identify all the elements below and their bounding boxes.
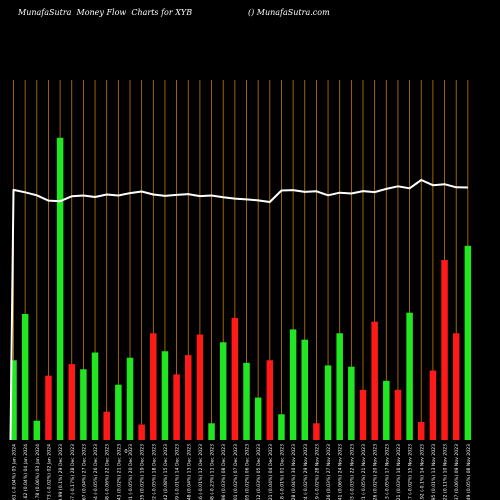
x-tick-label: 249.18 (-0.01%) 01 Dec 2023 xyxy=(279,444,285,500)
x-tick-label: 249.21 (0.03%) 16 Nov 2023 xyxy=(396,444,402,500)
money-flow-bar xyxy=(266,360,274,440)
chart-header: MunafaSutra Money Flow Charts for XYB ()… xyxy=(0,8,500,22)
x-tick-label: 249.26 (0.02%) 20 Nov 2023 xyxy=(373,444,379,500)
money-flow-bar xyxy=(21,313,29,440)
x-tick-label: 249.39 (-0.01%) 14 Dec 2023 xyxy=(175,444,181,500)
money-flow-bar xyxy=(231,317,239,440)
x-tick-label: 249.21 (0.04%) 04 Dec 2023 xyxy=(268,444,274,500)
money-flow-bar xyxy=(418,421,425,440)
bars-layer xyxy=(10,137,472,441)
x-tick-label: 249.73 (-0.02%) 02 Jan 2024 xyxy=(46,444,52,500)
x-tick-label: 248.92 (-0.1%) 14 Nov 2023 xyxy=(419,444,425,500)
money-flow-bar xyxy=(324,365,332,440)
x-tick-label: 248.88 (-0.23%) 11 Dec 2023 xyxy=(210,444,216,500)
x-tick-label: 249.01 (0.02%) 07 Dec 2023 xyxy=(233,444,239,500)
money-flow-bar xyxy=(336,333,343,440)
money-flow-bar xyxy=(289,329,297,440)
money-flow-bar xyxy=(173,374,180,440)
money-flow-bar xyxy=(301,339,308,440)
x-tick-label: 249.67 (0.04%) 27 Dec 2023 xyxy=(81,444,87,500)
money-flow-bar xyxy=(254,397,262,440)
x-tick-label: 249.31 (-0.05%) 20 Dec 2023 xyxy=(128,444,134,500)
x-tick-label: 249.38 (-0.06%) 22 Dec 2023 xyxy=(105,444,111,500)
money-flow-bar xyxy=(208,423,215,440)
money-flow-bar xyxy=(359,389,367,440)
money-flow-bar xyxy=(196,334,204,440)
x-tick-label: 249.24 (-0.02%) 29 Nov 2023 xyxy=(303,444,309,500)
x-tick-label: 249.21 (-0.05%) 21 Nov 2023 xyxy=(361,444,367,500)
chart-title: MunafaSutra Money Flow Charts for XYB xyxy=(18,8,193,17)
x-tick-label: 249.33 (-0.03%) 22 Nov 2023 xyxy=(349,444,355,500)
x-tick-label: 249.22 (-0.05%) 18 Dec 2023 xyxy=(151,444,157,500)
x-tick-label: 249.28 (0.04%) 30 Nov 2023 xyxy=(291,444,297,500)
x-tick-label: 249.13 (-0.05%) 17 Nov 2023 xyxy=(384,444,390,500)
x-tick-label: 249.19 (-0.02%) 28 Nov 2023 xyxy=(314,444,320,500)
money-flow-bar xyxy=(138,424,145,440)
x-tick-label: 249.54 (-0.05%) 26 Dec 2023 xyxy=(93,444,99,500)
money-flow-bar xyxy=(80,369,87,440)
money-flow-bar xyxy=(150,333,157,440)
money-flow-bar xyxy=(406,312,413,440)
money-flow-bar xyxy=(452,333,460,440)
money-flow-bar xyxy=(45,375,52,440)
x-tick-label: 249.61 (-0.04%) 05 Jan 2024 xyxy=(12,444,18,500)
money-flow-bar xyxy=(56,137,64,441)
price-line xyxy=(9,179,468,441)
x-tick-label: 249.62 (0.04%) 04 Jan 2024 xyxy=(23,444,29,500)
money-flow-bar xyxy=(243,362,250,440)
x-tick-label: 249.43 (0.02%) 21 Dec 2023 xyxy=(116,444,122,500)
price-line-layer xyxy=(9,179,468,441)
money-flow-bar xyxy=(394,389,402,440)
money-flow-bar xyxy=(464,245,472,440)
money-flow-bar xyxy=(10,360,17,440)
money-flow-bar xyxy=(383,380,390,440)
money-flow-bar xyxy=(441,259,448,440)
x-tick-label: 249.99 (0.1%) 29 Dec 2023 xyxy=(58,444,64,500)
money-flow-bar xyxy=(371,321,378,440)
x-labels-layer: 249.61 (-0.04%) 05 Jan 2024 249.62 (0.04%… xyxy=(12,444,472,500)
money-flow-bar xyxy=(429,370,437,440)
axis-marker-label: 0 xyxy=(124,449,127,455)
x-tick-label: 249.35 (0.02%) 19 Dec 2023 xyxy=(140,444,146,500)
x-tick-label: 249.46 (-0.01%) 12 Dec 2023 xyxy=(198,444,204,500)
money-flow-bar xyxy=(115,384,122,440)
x-tick-label: 249.05 (0.02%) 06 Dec 2023 xyxy=(245,444,251,500)
money-flow-bar xyxy=(161,351,169,440)
money-flow-bar xyxy=(313,423,320,440)
money-flow-bar xyxy=(185,355,192,440)
x-tick-label: 249.57 (-0.17%) 28 Dec 2023 xyxy=(70,444,76,500)
x-tick-label: 248.95 (0.01%) 13 Nov 2023 xyxy=(431,444,437,500)
money-flow-bar xyxy=(68,364,75,440)
money-flow-bar xyxy=(91,352,99,440)
x-tick-label: 249.17 (-0.02%) 15 Nov 2023 xyxy=(408,444,414,500)
money-flow-bar xyxy=(278,414,285,440)
x-tick-label: 249.78 (0.06%) 03 Jan 2024 xyxy=(35,444,41,500)
x-tick-label: 249.49 (0.05%) 08 Nov 2023 xyxy=(466,444,472,500)
x-tick-label: 249.48 (0.04%) 13 Dec 2023 xyxy=(186,444,192,500)
x-tick-label: 249.26 (0.03%) 27 Nov 2023 xyxy=(326,444,332,500)
x-tick-label: 249.37 (0.06%) 09 Nov 2023 xyxy=(454,444,460,500)
x-tick-label: 248.96 (0.03%) 08 Dec 2023 xyxy=(221,444,227,500)
money-flow-bar xyxy=(348,366,355,440)
money-flow-bar xyxy=(126,357,134,440)
money-flow-bar xyxy=(219,342,227,440)
x-tick-label: 249.42 (0.08%) 15 Dec 2023 xyxy=(163,444,169,500)
x-tick-label: 249.22 (0.11%) 10 Nov 2023 xyxy=(443,444,449,500)
x-tick-label: 249.41 (0.06%) 24 Nov 2023 xyxy=(338,444,344,500)
money-flow-bar xyxy=(33,420,41,440)
x-tick-label: 249.12 (0.03%) 05 Dec 2023 xyxy=(256,444,262,500)
money-flow-bar xyxy=(103,411,110,440)
site-credit: () MunafaSutra.com xyxy=(248,8,330,17)
